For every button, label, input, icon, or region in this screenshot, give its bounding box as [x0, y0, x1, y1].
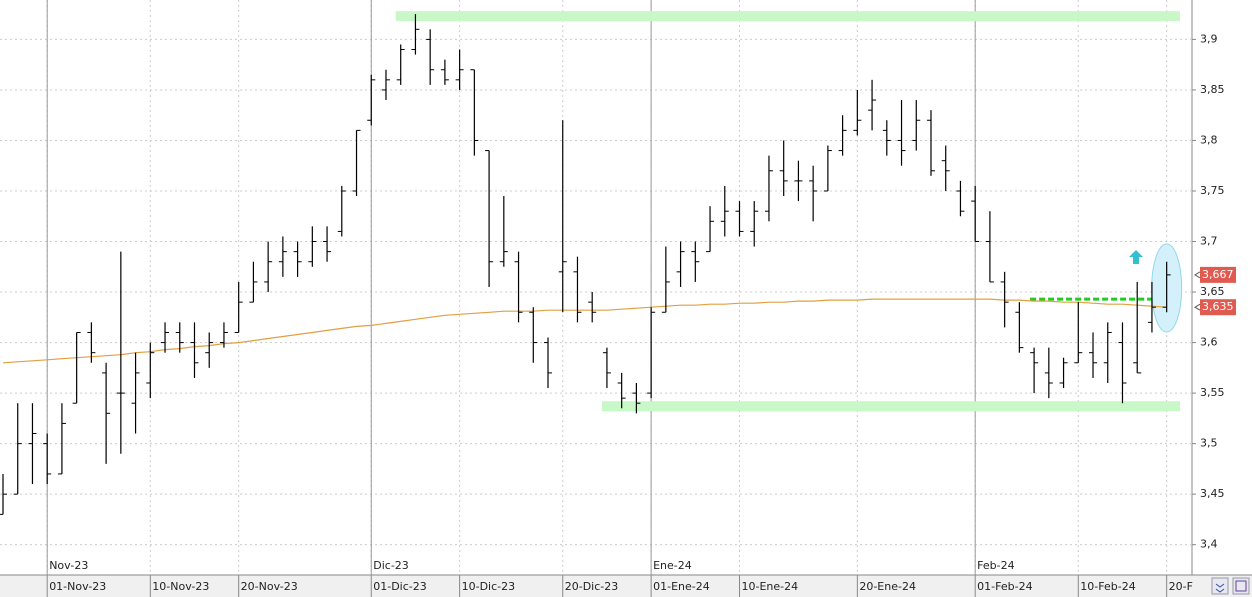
month-label: Feb-24	[977, 559, 1014, 572]
x-tick-label: 10-Dic-23	[462, 580, 516, 593]
save-button[interactable]	[1232, 577, 1250, 595]
price-tag-label: 3,667	[1202, 268, 1234, 281]
y-tick-label: 3,7	[1200, 235, 1218, 248]
x-tick-label: 20-Ene-24	[859, 580, 916, 593]
x-tick-label: 10-Ene-24	[742, 580, 799, 593]
month-label: Nov-23	[49, 559, 88, 572]
y-tick-label: 3,6	[1200, 336, 1218, 349]
price-tag-pointer	[1194, 303, 1201, 311]
zoom-button[interactable]	[1211, 577, 1229, 595]
y-tick-label: 3,55	[1200, 386, 1225, 399]
x-tick-label: 01-Nov-23	[49, 580, 106, 593]
price-tag-label: 3,635	[1202, 300, 1234, 313]
price-tag	[1200, 299, 1236, 316]
x-tick-label: 01-Feb-24	[977, 580, 1032, 593]
y-tick-label: 3,9	[1200, 32, 1218, 45]
x-tick-label: 20-F	[1169, 580, 1193, 593]
toolbar	[1211, 577, 1250, 595]
x-axis-band	[0, 575, 1252, 597]
level-band	[395, 11, 1181, 22]
moving-average	[2, 298, 1167, 364]
x-tick-label: 01-Ene-24	[653, 580, 710, 593]
y-tick-label: 3,8	[1200, 133, 1218, 146]
up-arrow	[1129, 250, 1143, 264]
y-tick-label: 3,75	[1200, 184, 1225, 197]
y-tick-label: 3,4	[1200, 538, 1218, 551]
x-tick-label: 10-Feb-24	[1080, 580, 1135, 593]
price-tag-pointer	[1194, 271, 1201, 279]
zoom-icon	[1215, 583, 1225, 593]
month-label: Dic-23	[373, 559, 409, 572]
x-tick-label: 01-Dic-23	[373, 580, 427, 593]
x-tick-label: 20-Nov-23	[241, 580, 298, 593]
y-tick-label: 3,65	[1200, 285, 1225, 298]
y-tick-label: 3,85	[1200, 83, 1225, 96]
y-tick-label: 3,5	[1200, 437, 1218, 450]
x-tick-label: 20-Dic-23	[565, 580, 619, 593]
x-tick-label: 10-Nov-23	[152, 580, 209, 593]
price-tag	[1200, 266, 1236, 283]
save-icon	[1235, 580, 1247, 592]
month-label: Ene-24	[653, 559, 692, 572]
level-band	[601, 401, 1180, 412]
y-tick-label: 3,45	[1200, 487, 1225, 500]
